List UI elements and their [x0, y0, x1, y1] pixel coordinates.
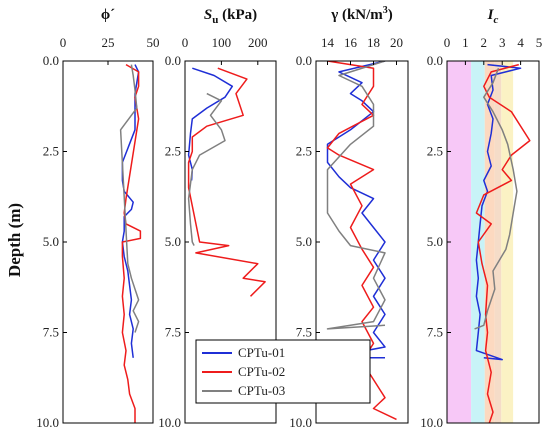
- x-tick-label: 5: [536, 35, 543, 50]
- ic-zone-2: [484, 61, 495, 423]
- ic-zone-0: [447, 61, 472, 423]
- y-tick-label: 10.0: [289, 415, 312, 430]
- y-tick-label: 2.5: [427, 144, 443, 159]
- series-line-su-cptu-01: [187, 67, 234, 181]
- legend-label-cptu-02: CPTu-02: [238, 364, 285, 379]
- series-line-phi-cptu-02: [121, 63, 142, 423]
- x-tick-label: 50: [147, 35, 160, 50]
- x-tick-label: 0: [182, 35, 189, 50]
- title-subscript: c: [493, 14, 498, 26]
- x-tick-label: 3: [499, 35, 506, 50]
- y-tick-label: 10.0: [36, 415, 59, 430]
- series-line-gamma-cptu-03: [326, 61, 386, 330]
- panel-frame: [62, 60, 154, 424]
- panel-phi: 0 25 50 0.0 2.5 5.0 7.5 10.0 ϕ´: [36, 7, 159, 430]
- series-group-su: [187, 67, 266, 297]
- y-tick-label: 0.0: [165, 53, 181, 68]
- panels: 0 25 500.02.55.07.510.0ϕ´0 100 2000.02.55.07…: [36, 5, 542, 430]
- x-tick-label: 0: [60, 35, 67, 50]
- x-tick-label: 1: [462, 35, 469, 50]
- panel-title-gamma: γ (kN/m3): [330, 5, 393, 23]
- x-tick-label: 20: [390, 35, 403, 50]
- ic-zone-3: [494, 61, 502, 423]
- y-tick-label: 0.0: [296, 53, 312, 68]
- title-suffix: (kPa): [218, 7, 257, 23]
- x-tick-label: 16: [344, 35, 358, 50]
- y-tick-label: 2.5: [296, 144, 312, 159]
- y-tick-label: 10.0: [420, 415, 443, 430]
- x-tick-label: 200: [248, 35, 268, 50]
- y-axis-title: Depth (m): [5, 203, 24, 277]
- title-main: ϕ´: [101, 7, 115, 23]
- x-tick-label: 18: [367, 35, 380, 50]
- y-tick-label: 2.5: [165, 144, 181, 159]
- series-line-su-cptu-03: [187, 92, 226, 246]
- y-tick-label: 5.0: [165, 234, 181, 249]
- y-tick-label: 2.5: [43, 144, 59, 159]
- ic-zone-5: [513, 61, 539, 423]
- y-tick-label: 10.0: [158, 415, 181, 430]
- panel-title-ic: Ic: [487, 7, 499, 26]
- series-line-gamma-cptu-01: [326, 61, 386, 359]
- panel-gamma: 14 16 18 20 0.0 2.5 5.0 7.5 10.0 γ (kN/m3): [289, 5, 409, 430]
- y-tick-label: 7.5: [296, 325, 312, 340]
- title-main: γ (kN/m: [330, 7, 383, 23]
- x-tick-label: 14: [321, 35, 335, 50]
- title-subscript: u: [212, 14, 218, 26]
- series-group-ic: [474, 63, 531, 423]
- series-line-phi-cptu-03: [119, 64, 140, 333]
- x-tick-label: 100: [212, 35, 232, 50]
- x-tick-label: 25: [102, 35, 115, 50]
- panel-ic: 0 1 2 3 4 5 0.0 2.5 5.0 7.5 10.0 Ic: [420, 7, 542, 430]
- title-suffix: ): [388, 7, 393, 23]
- x-tick-label: 2: [481, 35, 488, 50]
- legend-label-cptu-01: CPTu-01: [238, 345, 285, 360]
- y-tick-label: 5.0: [427, 234, 443, 249]
- y-tick-label: 5.0: [43, 234, 59, 249]
- title-main: S: [204, 7, 212, 23]
- series-line-ic-cptu-02: [475, 63, 531, 423]
- series-group-phi: [119, 63, 142, 423]
- x-tick-label: 0: [444, 35, 451, 50]
- y-tick-label: 0.0: [43, 53, 59, 68]
- legend-label-cptu-03: CPTu-03: [238, 383, 285, 398]
- y-tick-label: 7.5: [43, 325, 59, 340]
- panel-title-phi: ϕ´: [101, 7, 115, 23]
- y-tick-label: 0.0: [427, 53, 443, 68]
- y-tick-label: 7.5: [165, 325, 181, 340]
- panel-title-su: Su (kPa): [204, 7, 257, 26]
- title-superscript: 3: [383, 5, 388, 16]
- title-main: I: [487, 7, 495, 23]
- y-tick-label: 5.0: [296, 234, 312, 249]
- y-tick-label: 7.5: [427, 325, 443, 340]
- x-tick-label: 4: [517, 35, 524, 50]
- legend: CPTu-01 CPTu-02 CPTu-03: [195, 339, 371, 404]
- panel-su: 0 100 200 0.0 2.5 5.0 7.5 10.0 Su (kPa): [158, 7, 277, 430]
- series-line-su-cptu-02: [187, 67, 266, 297]
- series-line-ic-cptu-03: [474, 67, 518, 330]
